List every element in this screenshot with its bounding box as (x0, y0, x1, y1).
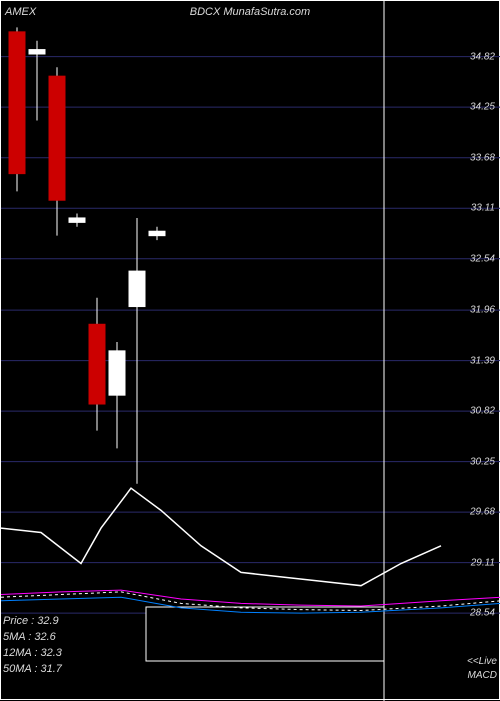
info-line: 50MA : 31.7 (3, 661, 62, 677)
y-tick-label: 33.11 (471, 203, 495, 214)
chart-canvas (1, 1, 500, 701)
macd-label: MACD (468, 670, 497, 681)
candlestick-chart[interactable]: AMEX BDCX MunafaSutra.com Price : 32.95M… (0, 0, 500, 700)
info-line: 12MA : 32.3 (3, 645, 62, 661)
title-bar: AMEX BDCX MunafaSutra.com (1, 1, 499, 23)
y-tick-label: 33.68 (470, 152, 495, 163)
info-line: Price : 32.9 (3, 613, 62, 629)
y-tick-label: 31.96 (470, 305, 495, 316)
y-tick-label: 30.82 (470, 406, 495, 417)
info-line: 5MA : 32.6 (3, 629, 62, 645)
y-tick-label: 32.54 (470, 253, 495, 264)
exchange-label: AMEX (5, 6, 36, 18)
y-tick-label: 34.25 (470, 102, 495, 113)
y-tick-label: 29.11 (471, 557, 495, 568)
y-tick-label: 28.54 (470, 608, 495, 619)
y-tick-label: 34.82 (470, 51, 495, 62)
ticker-title: BDCX MunafaSutra.com (190, 6, 310, 18)
y-tick-label: 30.25 (470, 456, 495, 467)
y-tick-label: 29.68 (470, 507, 495, 518)
live-label: <<Live (467, 656, 497, 667)
price-info-panel: Price : 32.95MA : 32.612MA : 32.350MA : … (3, 613, 62, 677)
y-tick-label: 31.39 (470, 355, 495, 366)
